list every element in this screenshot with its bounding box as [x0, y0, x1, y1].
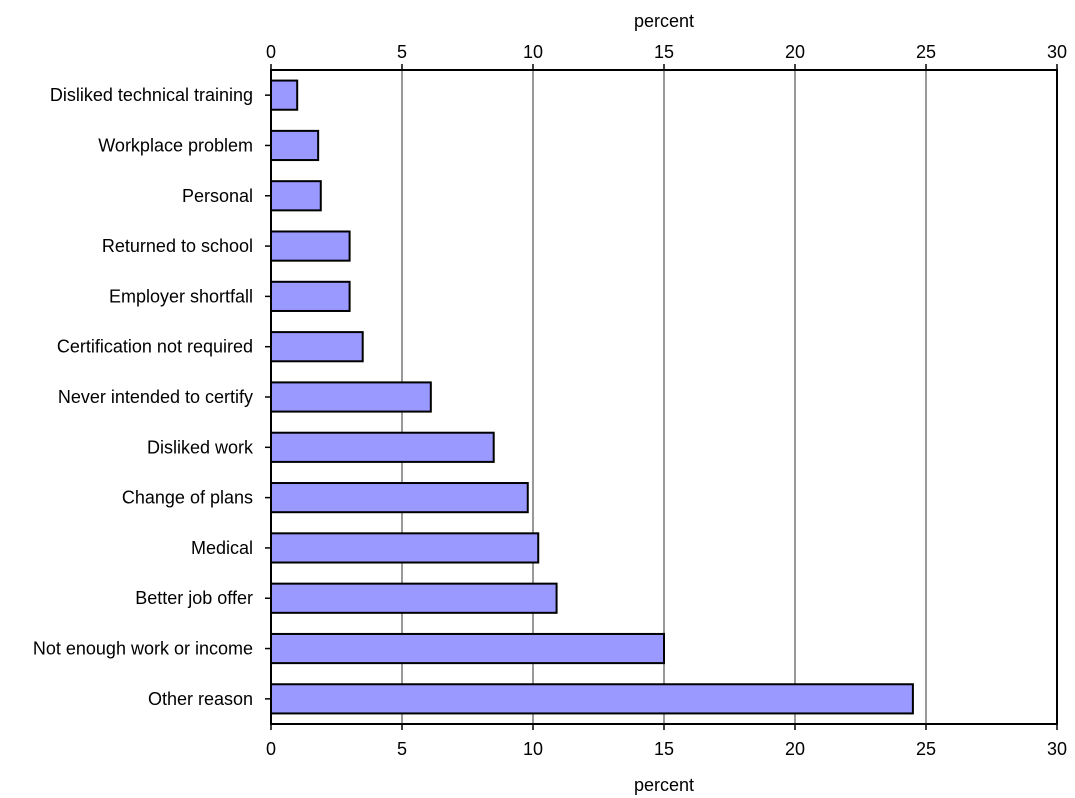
bars	[270, 79, 914, 715]
x-tick-label-bottom: 10	[523, 739, 543, 759]
x-tick-label-top: 30	[1047, 42, 1067, 62]
x-axis-title-bottom: percent	[634, 775, 694, 795]
bar	[270, 381, 432, 413]
category-label: Workplace problem	[98, 135, 253, 155]
x-tick-label-top: 25	[916, 42, 936, 62]
category-label: Medical	[191, 538, 253, 558]
x-tick-label-top: 15	[654, 42, 674, 62]
x-axis-title-top: percent	[634, 11, 694, 31]
bar	[270, 532, 540, 564]
x-tick-label-bottom: 5	[397, 739, 407, 759]
x-tick-label-bottom: 20	[785, 739, 805, 759]
x-tick-label-bottom: 30	[1047, 739, 1067, 759]
category-label: Certification not required	[57, 337, 253, 357]
x-tick-label-top: 20	[785, 42, 805, 62]
category-labels: Disliked technical training Workplace pro…	[33, 85, 271, 709]
x-axis-top-ticks: 0 5 10 15 20 25 30	[266, 42, 1067, 70]
category-label: Not enough work or income	[33, 639, 253, 659]
bar	[270, 280, 351, 312]
bar	[270, 331, 364, 363]
x-axis-bottom-ticks: 0 5 10 15 20 25 30	[266, 724, 1067, 759]
category-label: Disliked work	[147, 437, 254, 457]
x-tick-label-top: 5	[397, 42, 407, 62]
category-label: Returned to school	[102, 236, 253, 256]
category-label: Disliked technical training	[50, 85, 253, 105]
x-tick-label-bottom: 15	[654, 739, 674, 759]
bar	[270, 129, 320, 162]
bar	[270, 482, 529, 514]
bar	[270, 431, 495, 463]
category-label: Other reason	[148, 689, 253, 709]
x-tick-label-top: 0	[266, 42, 276, 62]
bar	[270, 180, 322, 212]
bar	[270, 683, 914, 715]
bar	[270, 79, 299, 111]
category-label: Never intended to certify	[58, 387, 253, 407]
gridlines	[401, 70, 927, 724]
x-tick-label-top: 10	[523, 42, 543, 62]
bar	[270, 230, 351, 262]
bar	[270, 632, 665, 665]
category-label: Employer shortfall	[109, 286, 253, 306]
category-label: Better job offer	[135, 588, 253, 608]
x-tick-label-bottom: 0	[266, 739, 276, 759]
category-label: Change of plans	[122, 488, 253, 508]
x-tick-label-bottom: 25	[916, 739, 936, 759]
category-label: Personal	[182, 186, 253, 206]
bar	[270, 582, 558, 614]
